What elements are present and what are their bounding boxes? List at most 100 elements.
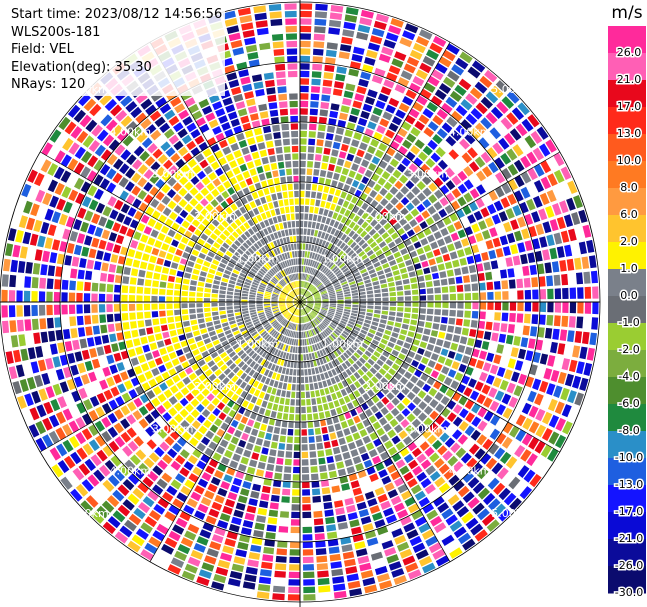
ppi-cell — [345, 218, 352, 226]
ppi-cell — [382, 292, 389, 297]
ppi-cell — [418, 314, 426, 321]
ppi-cell — [223, 180, 232, 189]
ppi-cell — [256, 515, 266, 523]
ppi-cell — [402, 278, 410, 285]
ppi-cell — [353, 215, 360, 223]
ppi-cell — [112, 172, 123, 184]
ppi-cell — [337, 382, 344, 390]
ppi-cell — [326, 283, 332, 289]
ppi-cell — [164, 236, 173, 244]
ppi-cell — [357, 117, 368, 127]
ppi-cell — [84, 210, 94, 222]
ppi-cell — [319, 350, 324, 357]
ppi-cell — [313, 261, 318, 268]
ppi-cell — [334, 423, 342, 431]
ppi-cell — [239, 15, 253, 24]
ppi-cell — [282, 382, 288, 390]
ppi-cell — [264, 471, 273, 479]
ppi-cell — [285, 33, 297, 40]
ppi-cell — [426, 377, 436, 386]
ppi-cell — [308, 436, 315, 443]
ppi-cell — [275, 208, 281, 216]
ppi-cell — [542, 411, 553, 425]
ppi-cell — [279, 306, 286, 309]
ppi-cell — [403, 436, 413, 446]
ppi-cell — [525, 376, 535, 388]
ppi-cell — [289, 293, 295, 298]
ppi-cell — [304, 369, 308, 376]
ppi-cell — [257, 308, 264, 312]
ppi-cell — [372, 455, 382, 465]
ppi-cell — [176, 492, 188, 503]
ppi-cell — [327, 312, 334, 317]
ppi-cell — [340, 344, 347, 351]
ppi-cell — [304, 291, 309, 297]
ppi-cell — [399, 267, 407, 274]
ppi-cell — [215, 167, 224, 177]
ppi-cell — [376, 359, 384, 367]
ppi-cell — [442, 216, 452, 226]
ppi-cell — [266, 140, 274, 148]
ppi-cell — [261, 561, 273, 570]
ppi-cell — [138, 462, 150, 474]
ppi-cell — [302, 273, 305, 280]
ppi-cell — [355, 463, 364, 472]
ppi-cell — [326, 42, 338, 50]
ppi-cell — [535, 223, 545, 236]
ppi-cell — [474, 339, 483, 349]
ppi-cell — [43, 401, 54, 415]
ppi-cell — [376, 381, 384, 390]
ppi-cell — [276, 154, 284, 162]
ppi-cell — [312, 405, 318, 413]
ppi-cell — [291, 338, 295, 346]
ppi-cell — [227, 313, 234, 318]
ppi-cell — [303, 361, 307, 368]
ppi-cell — [71, 256, 80, 267]
ppi-cell — [219, 246, 227, 253]
ppi-cell — [508, 396, 518, 408]
ppi-cell — [282, 279, 287, 285]
ppi-cell — [380, 314, 388, 320]
ppi-cell — [271, 305, 278, 308]
ppi-cell — [387, 464, 397, 474]
ppi-cell — [556, 216, 566, 230]
ppi-cell — [452, 461, 464, 472]
ppi-cell — [18, 334, 26, 347]
ppi-cell — [371, 257, 379, 264]
ppi-cell — [185, 403, 194, 413]
ppi-cell — [374, 519, 386, 529]
ppi-cell — [73, 109, 86, 123]
ppi-cell — [146, 327, 154, 335]
ppi-cell — [568, 228, 577, 242]
ppi-cell — [370, 325, 378, 331]
ppi-cell — [150, 229, 159, 238]
ppi-cell — [478, 320, 486, 329]
ppi-cell — [120, 246, 129, 256]
ppi-cell — [359, 305, 367, 309]
ppi-cell — [345, 377, 353, 385]
ppi-cell — [267, 314, 274, 319]
ppi-cell — [534, 393, 544, 406]
ppi-cell — [116, 362, 125, 372]
ppi-cell — [244, 375, 251, 383]
ppi-cell — [333, 282, 340, 287]
ppi-cell — [352, 363, 360, 371]
ppi-cell — [391, 568, 405, 578]
ppi-cell — [191, 110, 203, 121]
ppi-cell — [166, 296, 173, 302]
ppi-cell — [554, 401, 565, 415]
ppi-cell — [237, 279, 244, 284]
ppi-cell — [155, 179, 165, 189]
ppi-cell — [322, 494, 332, 502]
ppi-cell — [318, 116, 327, 124]
ppi-cell — [346, 260, 354, 267]
ppi-cell — [406, 529, 419, 540]
ppi-cell — [61, 304, 68, 315]
ppi-cell — [286, 260, 290, 267]
ppi-cell — [419, 29, 433, 40]
ppi-cell — [240, 372, 248, 380]
ppi-cell — [457, 183, 468, 194]
ppi-cell — [494, 312, 501, 321]
ppi-cell — [306, 306, 312, 310]
ppi-cell — [67, 353, 76, 364]
